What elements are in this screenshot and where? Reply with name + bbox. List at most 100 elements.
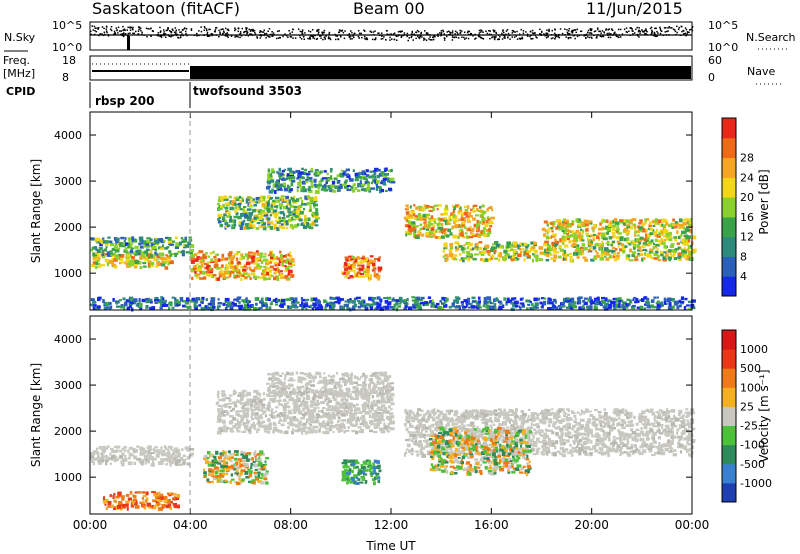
heatmap-cell	[210, 307, 214, 312]
heatmap-cell	[656, 239, 661, 243]
heatmap-cell	[444, 242, 447, 246]
heatmap-cell	[425, 213, 431, 216]
heatmap-cell	[252, 260, 255, 265]
heatmap-cell	[418, 440, 422, 443]
nsky-point	[237, 36, 239, 38]
heatmap-cell	[254, 406, 259, 411]
heatmap-cell	[445, 297, 449, 302]
heatmap-cell	[373, 258, 379, 260]
nsky-point	[129, 26, 131, 28]
heatmap-cell	[342, 183, 347, 186]
heatmap-cell	[359, 428, 364, 432]
heatmap-cell	[364, 306, 369, 311]
heatmap-cell	[518, 247, 523, 251]
nsky-point	[214, 29, 217, 31]
heatmap-cell	[139, 245, 144, 249]
nsky-point	[440, 32, 443, 34]
nsky-point	[324, 38, 326, 40]
heatmap-cell	[145, 458, 149, 462]
heatmap-cell	[359, 430, 364, 434]
heatmap-cell	[304, 195, 308, 200]
heatmap-cell	[490, 246, 496, 251]
heatmap-cell	[341, 413, 346, 417]
nsky-point	[317, 33, 320, 35]
heatmap-cell	[492, 243, 497, 246]
heatmap-cell	[674, 303, 678, 306]
heatmap-cell	[257, 307, 261, 311]
heatmap-cell	[360, 275, 365, 278]
heatmap-cell	[425, 228, 429, 231]
heatmap-cell	[319, 392, 325, 395]
heatmap-cell	[318, 183, 322, 187]
heatmap-cell	[683, 247, 687, 250]
nsky-point	[329, 38, 332, 41]
heatmap-cell	[510, 307, 515, 311]
heatmap-cell	[233, 215, 238, 219]
heatmap-cell	[624, 227, 629, 232]
freq-label: Freq.	[3, 54, 30, 67]
heatmap-cell	[176, 303, 181, 306]
nsky-point	[660, 30, 663, 32]
heatmap-cell	[91, 246, 95, 250]
heatmap-cell	[554, 300, 557, 304]
heatmap-cell	[354, 172, 359, 177]
heatmap-cell	[282, 185, 286, 188]
heatmap-cell	[663, 234, 666, 238]
heatmap-cell	[144, 462, 148, 465]
heatmap-cell	[279, 250, 282, 254]
nsky-point	[372, 31, 375, 33]
heatmap-cell	[356, 383, 362, 387]
heatmap-cell	[329, 168, 333, 171]
heatmap-cell	[169, 253, 175, 255]
nsky-point	[421, 36, 423, 38]
heatmap-cell	[656, 228, 659, 232]
nsky-point	[363, 29, 365, 31]
heatmap-cell	[575, 229, 580, 233]
heatmap-cell	[141, 298, 146, 303]
heatmap-cell	[294, 429, 300, 433]
heatmap-cell	[533, 297, 539, 302]
nsky-point	[254, 33, 257, 35]
heatmap-cell	[252, 251, 257, 256]
heatmap-cell	[349, 276, 355, 279]
heatmap-cell	[249, 221, 253, 225]
heatmap-cell	[364, 305, 368, 309]
heatmap-cell	[294, 301, 300, 304]
heatmap-cell	[346, 402, 350, 405]
heatmap-cell	[451, 225, 455, 229]
nsky-point	[686, 33, 688, 35]
heatmap-cell	[462, 424, 466, 428]
heatmap-cell	[467, 301, 470, 305]
heatmap-cell	[115, 255, 121, 260]
heatmap-cell	[448, 253, 454, 258]
heatmap-cell	[182, 458, 186, 463]
heatmap-cell	[341, 397, 346, 401]
y-tick-label: 4000	[54, 129, 82, 142]
heatmap-cell	[461, 223, 465, 227]
heatmap-cell	[251, 305, 254, 308]
heatmap-cell	[360, 272, 365, 276]
heatmap-cell	[578, 306, 582, 310]
nsky-point	[343, 37, 346, 40]
heatmap-cell	[251, 412, 256, 416]
heatmap-cell	[377, 418, 382, 421]
heatmap-cell	[232, 417, 237, 421]
heatmap-cell	[277, 172, 280, 175]
heatmap-cell	[341, 271, 344, 274]
nsky-point	[420, 32, 422, 35]
heatmap-cell	[298, 403, 303, 407]
heatmap-cell	[315, 394, 320, 398]
heatmap-cell	[227, 276, 231, 279]
heatmap-cell	[167, 450, 170, 453]
nsky-point	[178, 37, 180, 39]
heatmap-cell	[540, 297, 545, 300]
heatmap-cell	[284, 414, 289, 419]
heatmap-cell	[174, 252, 179, 255]
heatmap-cell	[435, 453, 440, 457]
heatmap-cell	[461, 436, 466, 440]
heatmap-cell	[469, 225, 472, 229]
nsky-point	[196, 32, 198, 35]
heatmap-cell	[455, 249, 458, 252]
heatmap-cell	[194, 253, 198, 257]
heatmap-cell	[458, 208, 463, 213]
